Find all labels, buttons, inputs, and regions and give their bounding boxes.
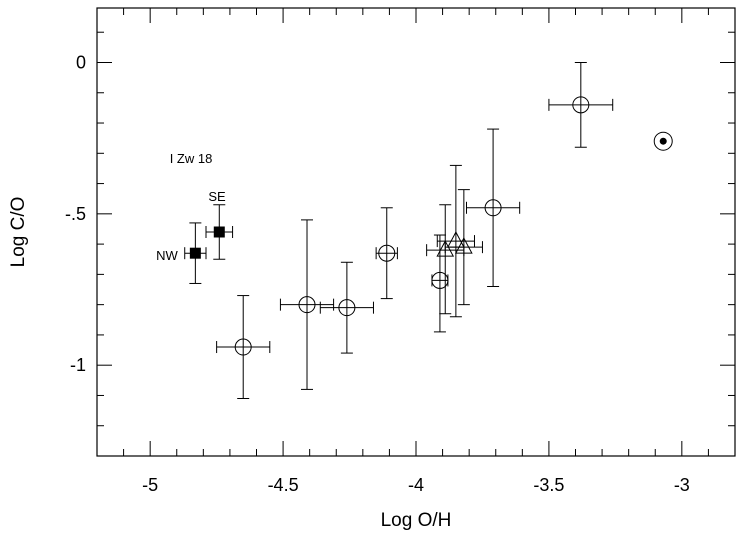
data-point — [548, 61, 614, 148]
open-circle-marker — [338, 299, 356, 317]
sun-center-dot — [659, 137, 667, 145]
data-point — [466, 128, 521, 287]
data-point — [205, 204, 234, 260]
y-tick-label: 0 — [76, 52, 86, 72]
open-circle-marker — [298, 296, 316, 314]
x-tick-label: -4 — [408, 475, 424, 495]
annotation-se: SE — [208, 189, 226, 204]
sun-outer-circle — [653, 131, 673, 151]
y-tick-label: -1 — [70, 355, 86, 375]
data-point — [375, 207, 398, 300]
open-circle-marker — [431, 271, 449, 289]
x-tick-label: -3.5 — [533, 475, 564, 495]
open-circle-marker — [234, 338, 252, 356]
annotation-object-name: I Zw 18 — [170, 151, 213, 166]
open-circle-marker — [378, 244, 396, 262]
y-tick-label: -.5 — [65, 204, 86, 224]
data-point — [216, 295, 271, 399]
data-point — [653, 131, 673, 151]
plot-frame — [96, 7, 736, 457]
x-tick-label: -5 — [142, 475, 158, 495]
open-triangle-marker — [455, 237, 473, 254]
data-point — [436, 164, 475, 318]
x-tick-label: -4.5 — [268, 475, 299, 495]
open-triangle-marker — [436, 240, 455, 257]
data-markers — [184, 61, 673, 399]
data-point — [279, 219, 335, 390]
open-circle-marker — [572, 96, 590, 114]
tick-labels: -5 -4.5 -4 -3.5 -3 0 -.5 -1 — [65, 52, 690, 495]
annotation-nw: NW — [156, 248, 178, 263]
filled-square-marker — [189, 247, 201, 259]
data-point — [319, 261, 374, 354]
x-axis-title: Log O/H — [381, 510, 452, 531]
filled-square-marker — [213, 226, 225, 238]
y-axis-title: Log C/O — [8, 197, 29, 268]
data-point — [444, 189, 483, 306]
open-circle-marker — [484, 199, 502, 217]
data-point — [426, 204, 465, 315]
axis-ticks — [96, 8, 736, 457]
data-point — [184, 222, 207, 284]
x-tick-label: -3 — [674, 475, 690, 495]
